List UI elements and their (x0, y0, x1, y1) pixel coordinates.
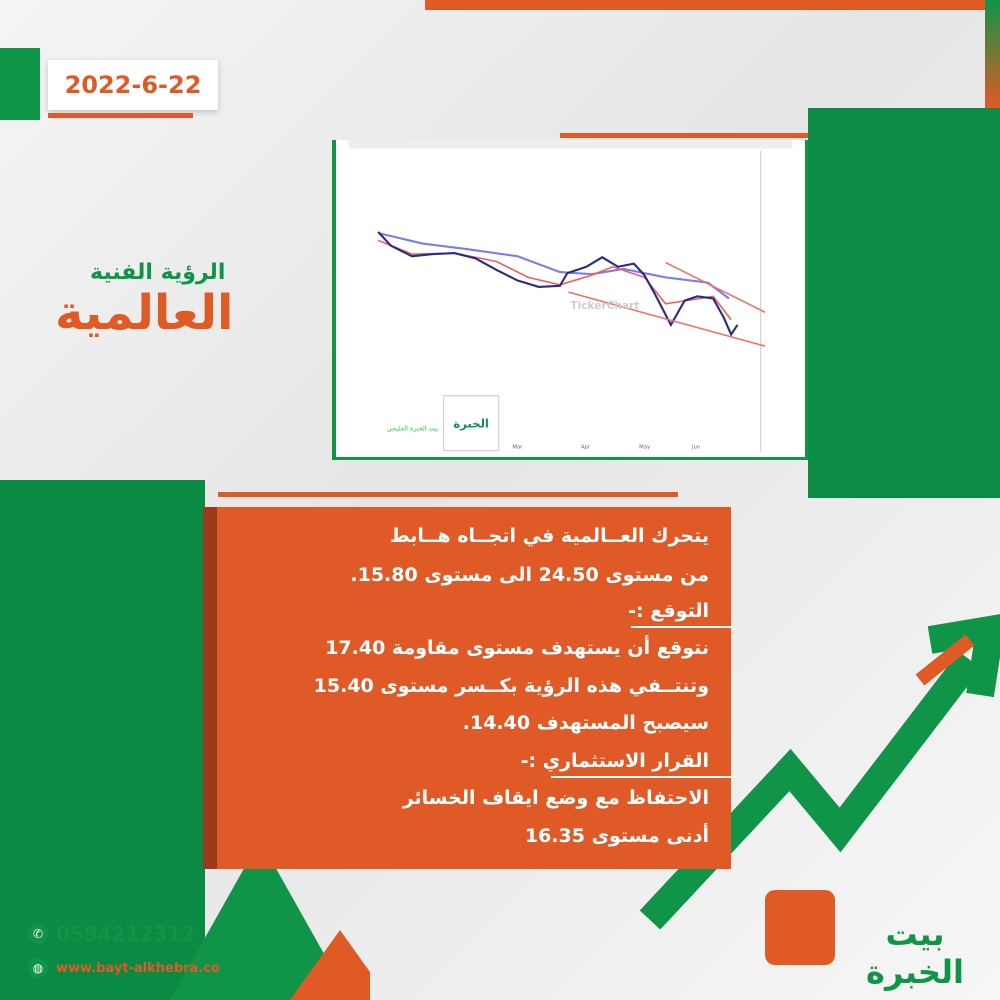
bottom-left-green-block (0, 480, 205, 1000)
title-line-2: العالمية (55, 285, 234, 341)
chart-watermark: TickerChart (571, 300, 640, 312)
analysis-line: سيصبح المستهدف 14.40. (462, 712, 709, 734)
divider (631, 626, 731, 628)
phone-number[interactable]: 0594212312 (56, 922, 196, 946)
analysis-line: نتوقع أن يستهدف مستوى مقاومة 17.40 (325, 637, 709, 659)
top-accent-bar (425, 0, 1000, 10)
right-accent (985, 0, 1000, 108)
chart-logo-caption: بيت الخبرة الخليجي (387, 426, 439, 433)
triangle-arrow-icon (170, 840, 370, 1000)
globe-icon: ◍ (28, 958, 48, 978)
month-label: Jun (691, 445, 700, 451)
analysis-line: أدنى مستوى 16.35 (524, 825, 709, 847)
chart-logo: الخبرة (453, 416, 489, 431)
chart-accent-line (560, 133, 808, 138)
date-badge: 2022-6-22 (48, 60, 218, 110)
candles-price (377, 231, 739, 337)
contact-info: ✆ 0594212312 ◍ www.bayt-alkhebra.co (28, 922, 220, 990)
month-label: Mar (512, 445, 523, 451)
left-green-block (0, 48, 40, 120)
date-underline (48, 113, 193, 118)
ma-blue-line (377, 231, 730, 300)
orange-square-decoration (765, 890, 835, 965)
stock-chart-frame: TickerChart Mar Apr May Jun الخبرة بيت ا… (332, 140, 808, 460)
month-label: Apr (581, 445, 591, 451)
whatsapp-icon: ✆ (28, 924, 48, 944)
trend-lower (568, 291, 766, 347)
stock-chart: TickerChart Mar Apr May Jun الخبرة بيت ا… (336, 140, 805, 457)
section-heading-decision: القرار الاستثماري :- (520, 750, 709, 772)
trend-upper (665, 261, 766, 313)
ma-red-line (377, 239, 732, 321)
analysis-line: وتنتــفي هذه الرؤية بكــسر مستوى 15.40 (313, 675, 709, 697)
month-label: May (639, 445, 650, 451)
title-line-1: الرؤية الفنية (90, 260, 226, 285)
text-accent-line (218, 492, 678, 497)
chart-toolbar (348, 140, 793, 149)
divider (551, 776, 731, 778)
analysis-line: من مستوى 24.50 الى مستوى 15.80. (350, 564, 709, 586)
analysis-panel: يتحرك العــالمية في اتجــاه هــابط من مس… (203, 507, 731, 869)
analysis-line: يتحرك العــالمية في اتجــاه هــابط (389, 525, 709, 547)
section-heading-forecast: التوقع :- (628, 600, 709, 622)
analysis-line: الاحتفاظ مع وضع ايقاف الخسائر (402, 787, 709, 809)
right-green-block (808, 108, 1000, 498)
brand-logo: بيت الخبرة (866, 915, 964, 991)
website-link[interactable]: www.bayt-alkhebra.co (56, 960, 220, 976)
chart-logo-box (443, 395, 500, 452)
